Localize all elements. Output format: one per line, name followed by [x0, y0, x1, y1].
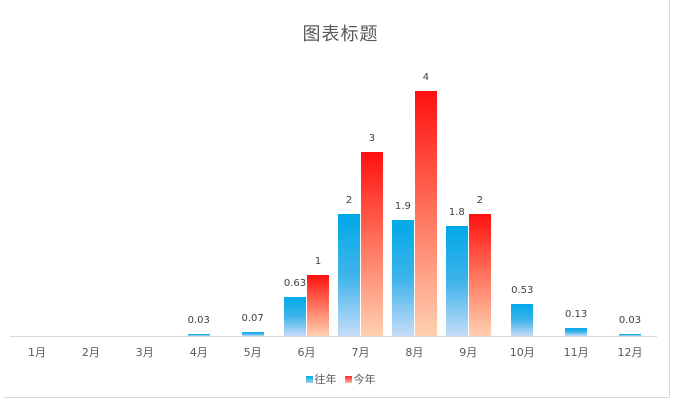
chart-frame	[4, 0, 670, 398]
data-label: 2	[476, 194, 483, 206]
x-axis-line	[10, 336, 657, 337]
data-label: 0.03	[187, 315, 210, 327]
legend-label-curr: 今年	[353, 373, 376, 386]
bar-prev-years[interactable]	[337, 213, 360, 336]
chart-title[interactable]: 图表标题	[302, 24, 379, 45]
x-axis-label: 2月	[81, 346, 100, 359]
x-axis-labels: 1月 2月 3月 4月 5月 6月 7月 8月 9月 10月 11月 12月	[10, 344, 657, 360]
bar-prev-years[interactable]	[391, 219, 414, 336]
data-label: 1	[314, 255, 322, 267]
legend-label-prev: 往年	[314, 373, 337, 386]
data-label: 0.13	[564, 309, 588, 321]
bar-this-year[interactable]	[414, 91, 437, 336]
data-label: 2	[345, 194, 353, 206]
legend-item-prev-years[interactable]: 往年	[305, 371, 337, 387]
legend-swatch-prev-icon	[305, 375, 313, 383]
plot-area[interactable]: 0.03 0.07 0.63 1 2 3 1.9 4 1.8 2 0.53 0.13 0.03	[10, 60, 657, 336]
bar-this-year[interactable]	[468, 213, 491, 336]
bar-prev-years[interactable]	[445, 225, 468, 336]
bar-this-year[interactable]	[307, 274, 330, 336]
bar-prev-years[interactable]	[284, 297, 307, 336]
data-label: 0.53	[511, 284, 534, 296]
bar-prev-years[interactable]	[565, 328, 588, 336]
x-axis-label: 5月	[243, 346, 262, 359]
legend-swatch-curr-icon	[344, 375, 352, 383]
bar-prev-years[interactable]	[187, 334, 210, 336]
data-label: 0.07	[241, 312, 264, 324]
x-axis-label: 7月	[351, 346, 370, 359]
bar-prev-years[interactable]	[619, 334, 642, 336]
bar-this-year[interactable]	[360, 152, 383, 336]
data-label: 3	[368, 133, 376, 145]
data-label: 1.9	[394, 200, 411, 212]
bar-prev-years[interactable]	[241, 331, 264, 336]
x-axis-label: 3月	[135, 346, 154, 359]
x-axis-label: 12月	[617, 346, 643, 359]
data-label: 0.03	[618, 315, 642, 327]
data-label: 4	[422, 72, 430, 83]
x-axis-label: 1月	[27, 346, 46, 359]
data-label: 1.8	[448, 206, 465, 218]
x-axis-label: 6月	[297, 346, 316, 359]
x-axis-label: 8月	[405, 346, 424, 359]
bar-prev-years[interactable]	[511, 303, 534, 336]
data-label: 0.63	[283, 278, 307, 290]
legend[interactable]: 往年 今年	[0, 371, 681, 387]
legend-item-this-year[interactable]: 今年	[344, 371, 376, 387]
x-axis-label: 11月	[563, 346, 589, 359]
x-axis-label: 10月	[509, 346, 535, 359]
x-axis-label: 9月	[459, 346, 478, 359]
x-axis-label: 4月	[189, 346, 208, 359]
